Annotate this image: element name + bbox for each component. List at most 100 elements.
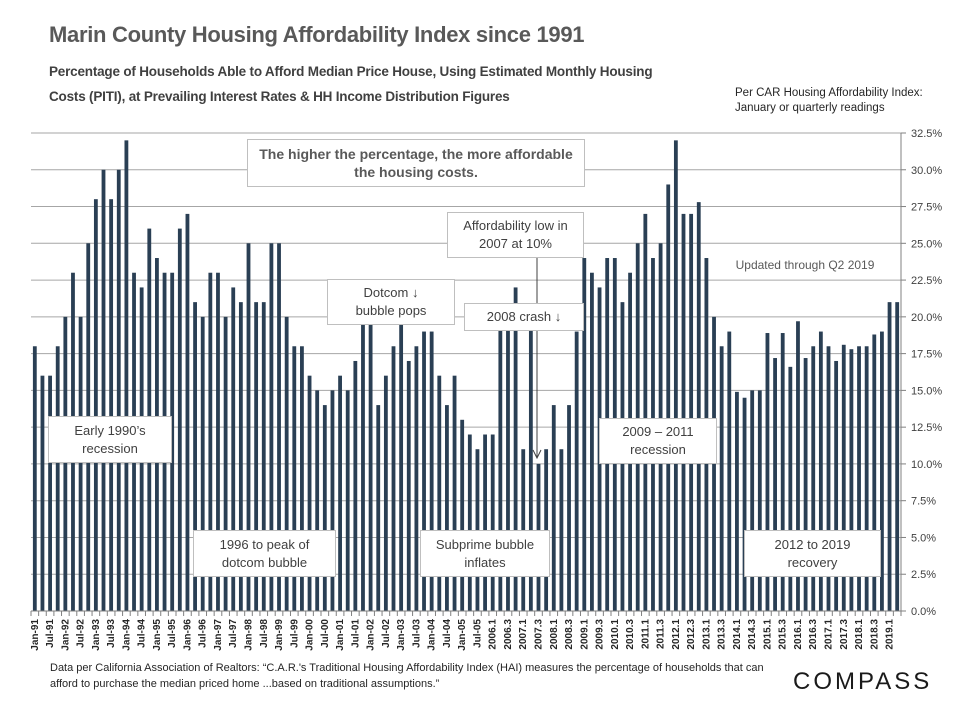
annotation-arrows (532, 258, 542, 460)
bar (284, 316, 289, 611)
bar (345, 390, 350, 611)
bar (696, 202, 701, 611)
x-tick-label: Jul-95 (167, 619, 178, 648)
bar (834, 360, 839, 611)
annotation-dotcom-pops: Dotcom ↓ bubble pops (327, 279, 455, 325)
bar (48, 375, 52, 611)
x-tick-label: Jan-95 (152, 619, 163, 651)
annotation-updated: Updated through Q2 2019 (725, 255, 885, 275)
bar (254, 302, 259, 611)
x-tick-label: Jul-05 (472, 619, 483, 648)
source-note: Per CAR Housing Affordability Index: Jan… (735, 86, 923, 116)
bar (368, 316, 373, 611)
annotation-recovery: 2012 to 2019 recovery (744, 530, 881, 577)
annotation-text: Dotcom ↓ bubble pops (355, 285, 427, 318)
x-tick-label: Jul-03 (411, 619, 422, 648)
bar (735, 391, 739, 611)
bar (170, 272, 175, 611)
bar (422, 331, 426, 611)
bar (200, 316, 205, 611)
x-tick-label: Jan-02 (366, 619, 377, 651)
annotation-subprime: Subprime bubble inflates (420, 530, 550, 577)
x-tick-label: Jul-00 (320, 619, 331, 648)
x-tick-label: 2018.3 (869, 619, 880, 650)
x-tick-label: 2012.3 (686, 619, 697, 650)
bar (551, 405, 556, 611)
bar (414, 346, 419, 611)
x-axis: Jan-91 Jul-91 Jan-92 Jul-92 Jan-93 Jul-93 Jan-… (30, 610, 902, 651)
bar (887, 302, 892, 611)
x-tick-label: 2009.1 (579, 619, 590, 650)
bar (559, 449, 564, 611)
x-tick-label: Jan-92 (60, 619, 71, 651)
x-tick-label: 2011.3 (656, 619, 667, 649)
bar (590, 272, 594, 611)
bar (40, 375, 45, 611)
annotation-text: Affordability low in 2007 at 10% (463, 218, 568, 251)
y-tick-label: 25.0% (911, 238, 942, 250)
y-tick-label: 17.5% (911, 349, 942, 361)
bar (528, 316, 533, 611)
y-tick-label: 30.0% (911, 165, 942, 177)
bar (269, 243, 274, 612)
x-tick-label: 2008.3 (564, 619, 575, 650)
bar (506, 316, 510, 611)
bar (742, 397, 747, 611)
bar (93, 199, 98, 611)
x-tick-label: 2007.1 (518, 619, 529, 650)
bar (757, 390, 762, 611)
bar (467, 434, 472, 611)
bar (63, 316, 68, 611)
x-tick-label: Jan-01 (335, 619, 346, 651)
bar (193, 302, 197, 611)
bar (490, 434, 495, 611)
bar (383, 375, 388, 611)
x-tick-label: Jan-05 (457, 619, 468, 651)
bar (231, 287, 236, 611)
bar (78, 316, 83, 611)
bar (857, 346, 861, 611)
bar (452, 375, 457, 611)
x-tick-label: Jul-94 (137, 619, 148, 648)
x-tick-label: Jul-91 (45, 619, 56, 648)
annotation-text: 2012 to 2019 recovery (774, 536, 851, 570)
bar (895, 302, 900, 611)
footer-source: Data per California Association of Realt… (50, 662, 764, 690)
bar (841, 344, 846, 611)
bar (513, 287, 518, 611)
annotation-dotcom-peak: 1996 to peak of dotcom bubble (193, 530, 336, 577)
y-tick-label: 12.5% (911, 422, 942, 434)
x-tick-label: 2014.3 (747, 619, 758, 650)
bar (773, 358, 777, 611)
bar (666, 184, 671, 611)
annotation-higher-percentage: The higher the percentage, the more affo… (247, 139, 585, 187)
bar (261, 302, 266, 611)
chart-subtitle-line2: Costs (PITI), at Prevailing Interest Rat… (49, 89, 510, 104)
bar (788, 366, 793, 611)
annotation-2009-2011-recession: 2009 – 2011 recession (599, 418, 717, 464)
bar (246, 243, 251, 612)
y-axis: 0.0% 2.5% 5.0% 7.5% 10.0% 12.5% 15.0% 17.5% 20.0… (900, 128, 942, 618)
bar (353, 360, 358, 611)
bar (208, 272, 213, 611)
arrow-head (532, 449, 542, 460)
bar (880, 331, 884, 611)
x-tick-label: Jul-01 (350, 619, 361, 648)
annotation-affordability-low: Affordability low in 2007 at 10% (447, 212, 584, 258)
x-tick-label: 2006.3 (503, 619, 514, 650)
bar (673, 140, 678, 611)
bar (124, 140, 129, 611)
annotation-text: The higher the percentage, the more affo… (259, 146, 573, 180)
x-tick-label: Jan-94 (121, 619, 132, 651)
bar (292, 346, 297, 611)
bar (429, 331, 434, 611)
bar (399, 316, 404, 611)
bar (872, 334, 877, 611)
y-tick-label: 5.0% (911, 532, 936, 544)
annotation-2008-crash: 2008 crash ↓ (464, 303, 584, 331)
annotation-text: Early 1990’s recession (74, 422, 146, 456)
y-tick-label: 15.0% (911, 385, 942, 397)
y-tick-label: 20.0% (911, 312, 942, 324)
annotation-text: 2009 – 2011 recession (622, 424, 694, 457)
bar (322, 405, 327, 611)
